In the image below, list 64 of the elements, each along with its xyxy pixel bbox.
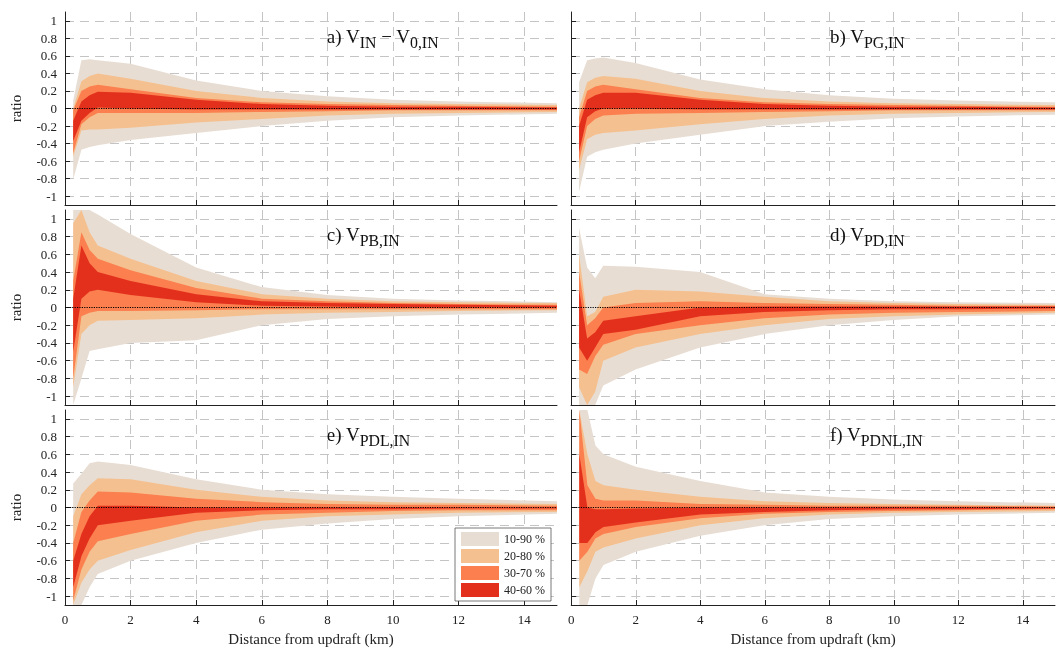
- y-tick-label: 0.2: [40, 482, 57, 498]
- y-tick-label: 0.8: [40, 429, 57, 445]
- y-tick-label: 0.2: [40, 282, 57, 298]
- y-tick-label: 0.4: [40, 65, 58, 81]
- x-tick-label: 8: [324, 612, 331, 627]
- x-tick-label: 2: [632, 612, 639, 627]
- x-tick-label: 4: [697, 612, 704, 627]
- y-tick-label: -0.2: [36, 118, 57, 134]
- text: d) V$_{PD,IN}$: [829, 224, 905, 250]
- y-tick-label: 0.4: [40, 264, 58, 280]
- x-tick-label: 14: [1016, 612, 1030, 627]
- y-tick-label: 0.4: [40, 464, 58, 480]
- legend-label: 10-90 %: [504, 532, 546, 546]
- x-axis-title: Distance from updraft (km): [730, 630, 896, 648]
- legend-label: 20-80 %: [504, 549, 546, 563]
- x-tick-label: 12: [951, 612, 965, 627]
- y-tick-label: -0.6: [36, 553, 58, 569]
- x-tick-label: 6: [258, 612, 266, 627]
- y-tick-label: 1: [50, 13, 57, 29]
- y-tick-label: 1: [50, 211, 57, 227]
- x-tick-label: 10: [386, 612, 400, 627]
- y-tick-label: -0.6: [36, 153, 58, 169]
- y-tick-label: 0.6: [40, 246, 58, 262]
- x-tick-label: 14: [517, 612, 532, 627]
- y-tick-label: 0.6: [40, 446, 58, 462]
- y-axis-title: ratio: [7, 94, 24, 123]
- y-tick-label: -0.8: [36, 370, 57, 386]
- y-tick-label: -0.4: [36, 535, 58, 551]
- y-tick-label: 0.2: [40, 83, 57, 99]
- x-tick-label: 12: [452, 612, 466, 627]
- y-tick-label: -0.8: [36, 570, 57, 586]
- y-tick-label: 0: [50, 500, 57, 515]
- y-tick-label: -0.6: [36, 353, 58, 369]
- y-tick-label: 0.6: [40, 48, 58, 64]
- text: a) V$_{IN}$ − V$_{0,IN}$: [326, 26, 439, 52]
- x-tick-label: 0: [61, 612, 69, 627]
- y-tick-label: -0.8: [36, 171, 57, 187]
- y-tick-label: -1: [46, 388, 57, 404]
- text: c) V$_{PB,IN}$: [326, 224, 400, 250]
- legend-label: 30-70 %: [504, 566, 546, 580]
- y-tick-label: 0.8: [40, 229, 57, 245]
- y-axis-title: ratio: [7, 293, 24, 322]
- legend-label: 40-60 %: [504, 583, 546, 597]
- y-tick-label: -0.2: [36, 317, 57, 333]
- x-tick-label: 4: [192, 612, 200, 627]
- y-tick-label: -1: [46, 588, 57, 604]
- y-axis-title: ratio: [7, 493, 24, 522]
- y-tick-label: 0: [50, 300, 57, 315]
- x-tick-label: 10: [887, 612, 901, 627]
- text: b) V$_{PG,IN}$: [829, 26, 905, 52]
- y-tick-label: -0.4: [36, 335, 58, 351]
- y-tick-label: 1: [50, 411, 57, 427]
- x-tick-label: 0: [568, 612, 575, 627]
- x-tick-label: 2: [127, 612, 134, 627]
- y-tick-label: -1: [46, 188, 57, 204]
- y-tick-label: 0.8: [40, 30, 57, 46]
- y-tick-label: 0: [50, 101, 57, 116]
- text: e) V$_{PDL,IN}$: [326, 424, 411, 450]
- y-tick-label: -0.2: [36, 517, 57, 533]
- x-axis-title: Distance from updraft (km): [228, 630, 394, 648]
- text: f) V$_{PDNL,IN}$: [829, 424, 923, 450]
- x-tick-label: 8: [826, 612, 833, 627]
- x-tick-label: 6: [761, 612, 769, 627]
- y-tick-label: -0.4: [36, 136, 58, 152]
